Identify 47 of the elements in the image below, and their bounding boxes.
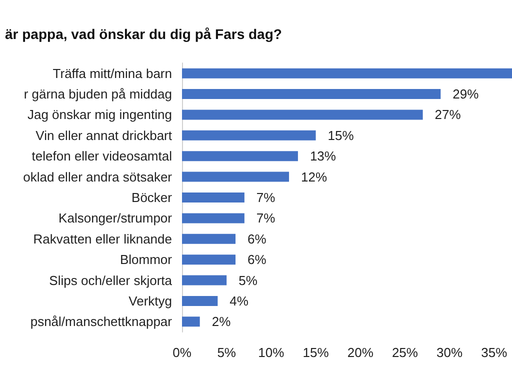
y-tick-label: Träffa mitt/mina barn	[52, 66, 172, 81]
bar	[182, 296, 218, 306]
y-tick-label: Verktyg	[128, 293, 172, 308]
x-tick-label: 5%	[217, 345, 236, 360]
bar	[182, 213, 244, 224]
data-label: 29%	[452, 86, 480, 102]
bar	[182, 172, 290, 182]
bar	[182, 151, 298, 162]
chart-title: är pappa, vad önskar du dig på Fars dag?	[5, 26, 282, 42]
bar	[182, 89, 441, 100]
bar	[182, 275, 227, 286]
x-tick-label: 0%	[172, 345, 192, 360]
data-label: 27%	[434, 107, 462, 122]
bar	[182, 130, 316, 140]
x-tick-label: 35%	[481, 345, 508, 360]
y-tick-label: r gärna bjuden på middag	[24, 86, 172, 102]
bar	[182, 192, 244, 202]
y-tick-label: Jag önskar mig ingenting	[27, 107, 172, 122]
x-tick-label: 20%	[347, 345, 374, 360]
data-label: 5%	[238, 272, 258, 288]
y-tick-label: psnål/manschettknappar	[30, 314, 173, 330]
x-tick-label: 30%	[436, 345, 464, 360]
y-tick-label: Slips och/eller skjorta	[49, 272, 173, 288]
y-tick-label: Rakvatten eller liknande	[33, 231, 172, 246]
data-label: 13%	[310, 148, 336, 164]
data-label: 6%	[248, 231, 267, 246]
bar	[182, 316, 200, 327]
data-label: 7%	[256, 190, 276, 205]
y-tick-label: telefon eller videosamtal	[32, 148, 172, 164]
bar	[182, 254, 236, 265]
x-tick-label: 10%	[258, 345, 285, 360]
y-tick-label: Blommor	[120, 252, 173, 268]
bar	[182, 110, 423, 120]
y-tick-label: Kalsonger/strumpor	[58, 210, 173, 226]
data-label: 15%	[328, 128, 354, 143]
x-tick-label: 15%	[302, 345, 330, 360]
data-label: 6%	[248, 252, 267, 268]
y-tick-label: oklad eller andra sötsaker	[23, 169, 173, 184]
data-label: 12%	[301, 169, 328, 184]
x-tick-label: 25%	[392, 345, 418, 360]
y-tick-label: Vin eller annat drickbart	[36, 128, 172, 143]
y-tick-label: Böcker	[132, 190, 173, 205]
bar	[182, 68, 512, 78]
bar	[182, 234, 236, 244]
data-label: 4%	[230, 293, 249, 308]
data-label: 2%	[212, 314, 232, 330]
data-label: 7%	[256, 210, 276, 226]
